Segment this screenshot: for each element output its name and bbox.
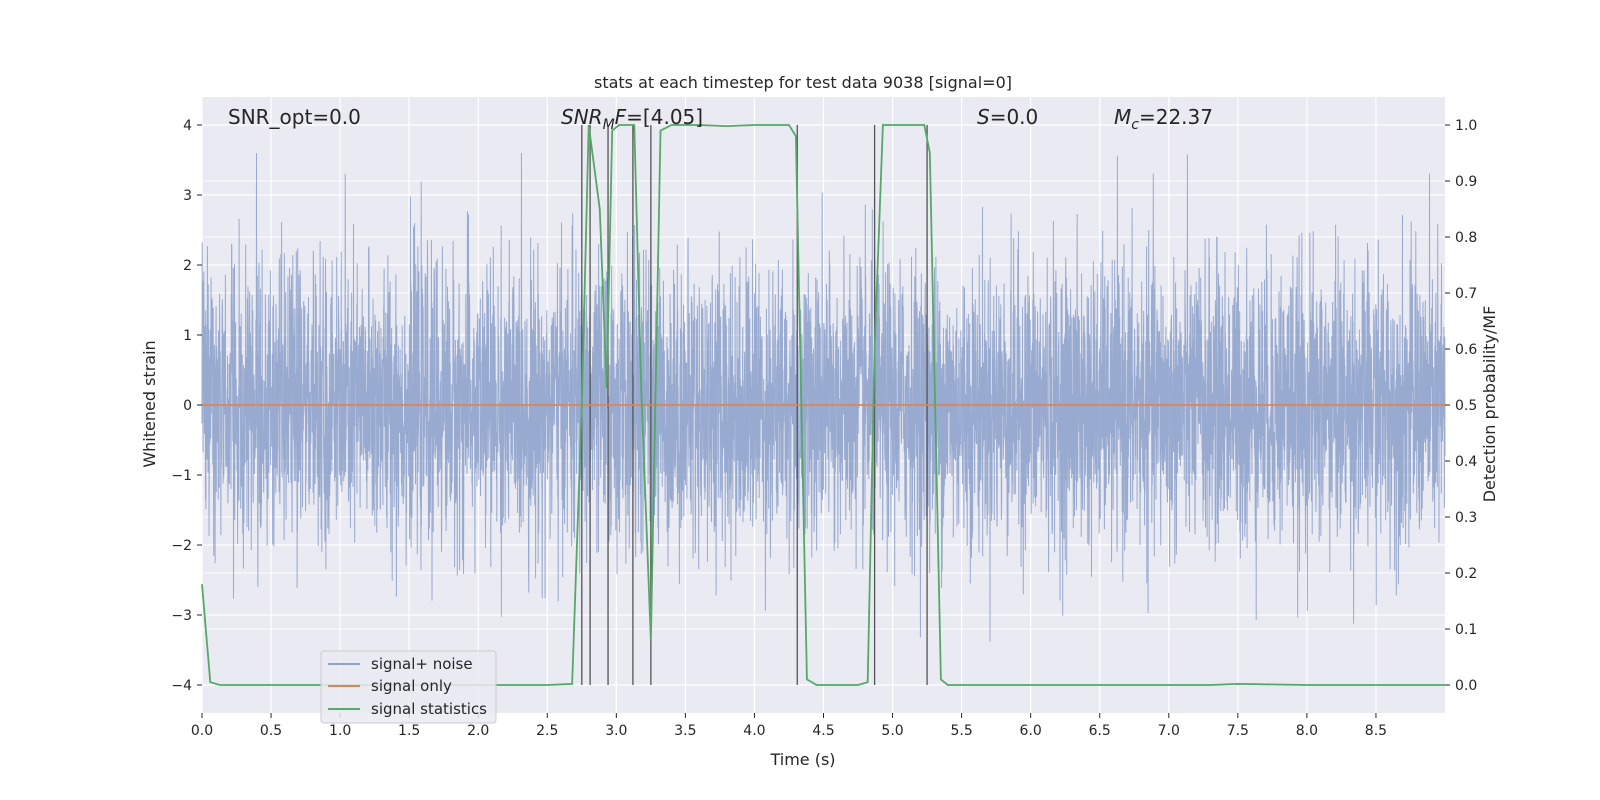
legend: signal+ noise signal only signal statist… xyxy=(320,650,497,724)
x-tick-label: 0.5 xyxy=(260,723,282,739)
series-signal-plus-noise xyxy=(201,152,1446,642)
x-tick-label: 1.5 xyxy=(398,723,420,739)
x-tick-label: 5.0 xyxy=(881,723,903,739)
y2-tick-label: 0.1 xyxy=(1455,622,1477,638)
y2-tick-label: 0.7 xyxy=(1455,286,1477,302)
signal-statistics-line xyxy=(201,124,1445,686)
y-tick-label: −2 xyxy=(171,538,192,554)
annotation-snr-mf: SNRMF=[4.05] xyxy=(561,105,703,133)
x-tick-label: 8.5 xyxy=(1365,723,1387,739)
legend-label-signal-only: signal only xyxy=(371,677,452,695)
y-tick-label: −1 xyxy=(171,468,192,484)
legend-label-signal-statistics: signal statistics xyxy=(371,700,487,718)
y-tick-label: 3 xyxy=(183,188,192,204)
annotation-s: S=0.0 xyxy=(977,105,1038,129)
annotation-snr-opt: SNR_opt=0.0 xyxy=(228,105,361,129)
x-axis-label: Time (s) xyxy=(769,750,835,769)
y2-tick-label: 0.3 xyxy=(1455,510,1477,526)
y-tick-label: −4 xyxy=(171,678,192,694)
y2-tick-label: 0.2 xyxy=(1455,566,1477,582)
x-tick-label: 4.0 xyxy=(743,723,765,739)
y2-tick-label: 0.8 xyxy=(1455,230,1477,246)
annotation-mc: Mc=22.37 xyxy=(1114,105,1213,133)
y-tick-label: −3 xyxy=(171,608,192,624)
y2-tick-label: 0.4 xyxy=(1455,454,1477,470)
y2-axis-ticks: 0.0 0.1 0.2 0.3 0.4 0.5 0.6 0.7 0.8 0.9 1.0 xyxy=(1445,118,1477,694)
x-tick-label: 5.5 xyxy=(950,723,972,739)
legend-label-signal-plus-noise: signal+ noise xyxy=(371,655,473,673)
y-axis-label: Whitened strain xyxy=(140,340,159,467)
x-tick-label: 3.5 xyxy=(674,723,696,739)
y-tick-label: 2 xyxy=(183,258,192,274)
y-tick-label: 4 xyxy=(183,118,192,134)
y2-tick-label: 0.5 xyxy=(1455,398,1477,414)
chart-title: stats at each timestep for test data 903… xyxy=(594,73,1012,92)
x-tick-label: 1.0 xyxy=(329,723,351,739)
y2-axis-label: Detection probability/MF xyxy=(1480,306,1499,503)
y-tick-label: 1 xyxy=(183,328,192,344)
x-tick-label: 6.5 xyxy=(1089,723,1111,739)
x-tick-label: 0.0 xyxy=(191,723,213,739)
y-tick-label: 0 xyxy=(183,398,192,414)
y2-tick-label: 1.0 xyxy=(1455,118,1477,134)
signal-plus-noise-line xyxy=(201,152,1446,642)
legend-box xyxy=(320,650,497,724)
y2-tick-label: 0.0 xyxy=(1455,678,1477,694)
y-axis-ticks: −4 −3 −2 −1 0 1 2 3 4 xyxy=(171,118,202,694)
x-tick-label: 2.5 xyxy=(536,723,558,739)
x-tick-label: 7.0 xyxy=(1158,723,1180,739)
x-tick-label: 7.5 xyxy=(1227,723,1249,739)
x-tick-label: 2.0 xyxy=(467,723,489,739)
y2-tick-label: 0.9 xyxy=(1455,174,1477,190)
y2-tick-label: 0.6 xyxy=(1455,342,1477,358)
series-signal-statistics xyxy=(201,124,1445,686)
x-tick-label: 3.0 xyxy=(605,723,627,739)
x-tick-label: 4.5 xyxy=(812,723,834,739)
x-tick-label: 8.0 xyxy=(1296,723,1318,739)
x-axis-ticks: 0.0 0.5 1.0 1.5 2.0 2.5 3.0 3.5 4.0 4.5 5.0 5.5 6.0 6… xyxy=(191,713,1387,739)
x-tick-label: 6.0 xyxy=(1020,723,1042,739)
